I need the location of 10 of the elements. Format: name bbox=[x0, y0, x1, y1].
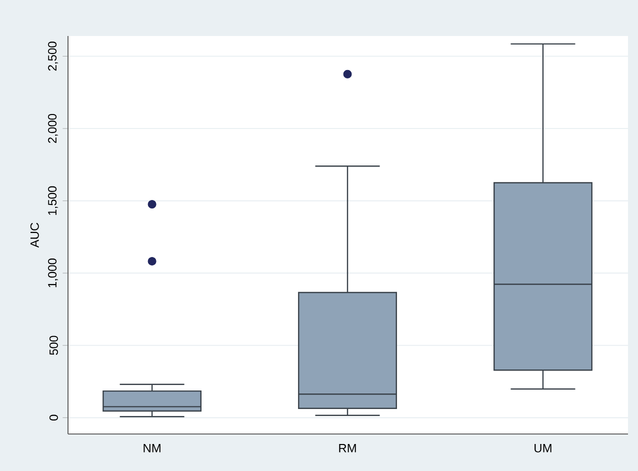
y-tick-label: 500 bbox=[49, 336, 58, 355]
y-axis-title: AUC bbox=[30, 222, 39, 248]
y-tick-label: 1,500 bbox=[48, 186, 58, 215]
y-tick-label: 2,000 bbox=[48, 114, 58, 143]
x-tick-label: NM bbox=[144, 444, 160, 452]
x-tick-label: RM bbox=[339, 444, 356, 452]
x-tick-label: UM bbox=[534, 444, 552, 452]
y-tick-label: 0 bbox=[49, 414, 58, 421]
y-tick-label: 2,500 bbox=[48, 42, 58, 71]
y-tick-label: 1,000 bbox=[48, 258, 58, 288]
